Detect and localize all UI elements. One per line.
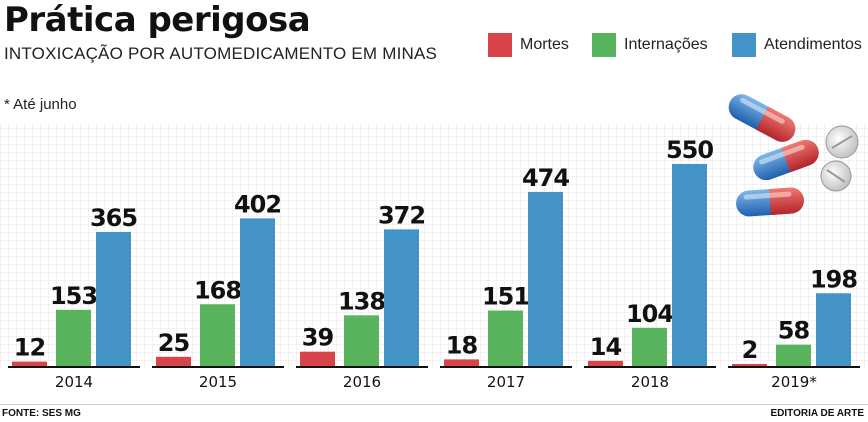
- baseline-2019: [728, 366, 860, 368]
- value-label-mortes-2017: 18: [446, 331, 478, 359]
- bar-mortes-2016: [300, 351, 335, 366]
- value-label-atendimentos-2018: 550: [666, 136, 713, 164]
- bar-atendimentos-2016: [384, 229, 419, 366]
- bar-mortes-2017: [444, 359, 479, 366]
- value-label-atendimentos-2016: 372: [378, 201, 425, 229]
- chart-title: Prática perigosa: [4, 0, 311, 40]
- legend-swatch-internacoes: [592, 33, 616, 57]
- legend-item-mortes: Mortes: [488, 32, 569, 58]
- baseline-2015: [152, 366, 284, 368]
- category-label-2019: 2019*: [771, 373, 817, 391]
- value-label-mortes-2015: 25: [158, 329, 190, 357]
- value-label-internacoes-2018: 104: [626, 300, 673, 328]
- value-label-internacoes-2014: 153: [50, 282, 97, 310]
- value-label-mortes-2018: 14: [590, 333, 622, 361]
- baseline-2014: [8, 366, 140, 368]
- category-label-2016: 2016: [343, 373, 381, 391]
- legend-label-mortes: Mortes: [520, 36, 569, 53]
- value-label-internacoes-2015: 168: [194, 276, 241, 304]
- source-credit: FONTE: SES MG: [2, 408, 81, 419]
- value-label-atendimentos-2014: 365: [90, 204, 137, 232]
- value-label-atendimentos-2019: 198: [810, 265, 857, 293]
- value-label-atendimentos-2017: 474: [522, 164, 569, 192]
- bar-internacoes-2017: [488, 310, 523, 366]
- bar-mortes-2014: [12, 361, 47, 366]
- legend-item-internacoes: Internações: [592, 32, 708, 58]
- bar-mortes-2015: [156, 356, 191, 366]
- bar-atendimentos-2015: [240, 218, 275, 366]
- baseline-2016: [296, 366, 428, 368]
- bar-internacoes-2016: [344, 315, 379, 366]
- bar-mortes-2019: [732, 364, 767, 366]
- legend-label-internacoes: Internações: [624, 36, 708, 53]
- value-label-internacoes-2019: 58: [778, 317, 810, 345]
- category-label-2017: 2017: [487, 373, 525, 391]
- footer-divider: [0, 404, 868, 405]
- bar-atendimentos-2018: [672, 164, 707, 366]
- value-label-internacoes-2016: 138: [338, 287, 385, 315]
- category-label-2015: 2015: [199, 373, 237, 391]
- category-label-2014: 2014: [55, 373, 93, 391]
- bar-mortes-2018: [588, 360, 623, 366]
- bar-internacoes-2019: [776, 344, 811, 366]
- legend-swatch-atendimentos: [732, 33, 756, 57]
- value-label-mortes-2014: 12: [14, 334, 45, 362]
- bar-atendimentos-2017: [528, 191, 563, 366]
- value-label-mortes-2019: 2: [742, 336, 758, 364]
- value-label-mortes-2016: 39: [302, 324, 334, 352]
- value-label-atendimentos-2015: 402: [234, 190, 281, 218]
- bar-internacoes-2018: [632, 327, 667, 366]
- baseline-2018: [584, 366, 716, 368]
- legend-swatch-mortes: [488, 33, 512, 57]
- legend-item-atendimentos: Atendimentos: [732, 32, 862, 58]
- value-label-internacoes-2017: 151: [482, 283, 529, 311]
- baseline-2017: [440, 366, 572, 368]
- footnote: * Até junho: [4, 96, 77, 113]
- chart-subtitle: INTOXICAÇÃO POR AUTOMEDICAMENTO EM MINAS: [4, 44, 438, 63]
- grid-background: [0, 124, 868, 368]
- legend-label-atendimentos: Atendimentos: [764, 36, 862, 53]
- category-label-2018: 2018: [631, 373, 669, 391]
- pills-icon: [728, 94, 859, 217]
- bar-internacoes-2014: [56, 309, 91, 366]
- bar-internacoes-2015: [200, 304, 235, 366]
- bar-atendimentos-2014: [96, 231, 131, 366]
- editorial-credit: EDITORIA DE ARTE: [770, 408, 864, 419]
- bar-atendimentos-2019: [816, 293, 851, 366]
